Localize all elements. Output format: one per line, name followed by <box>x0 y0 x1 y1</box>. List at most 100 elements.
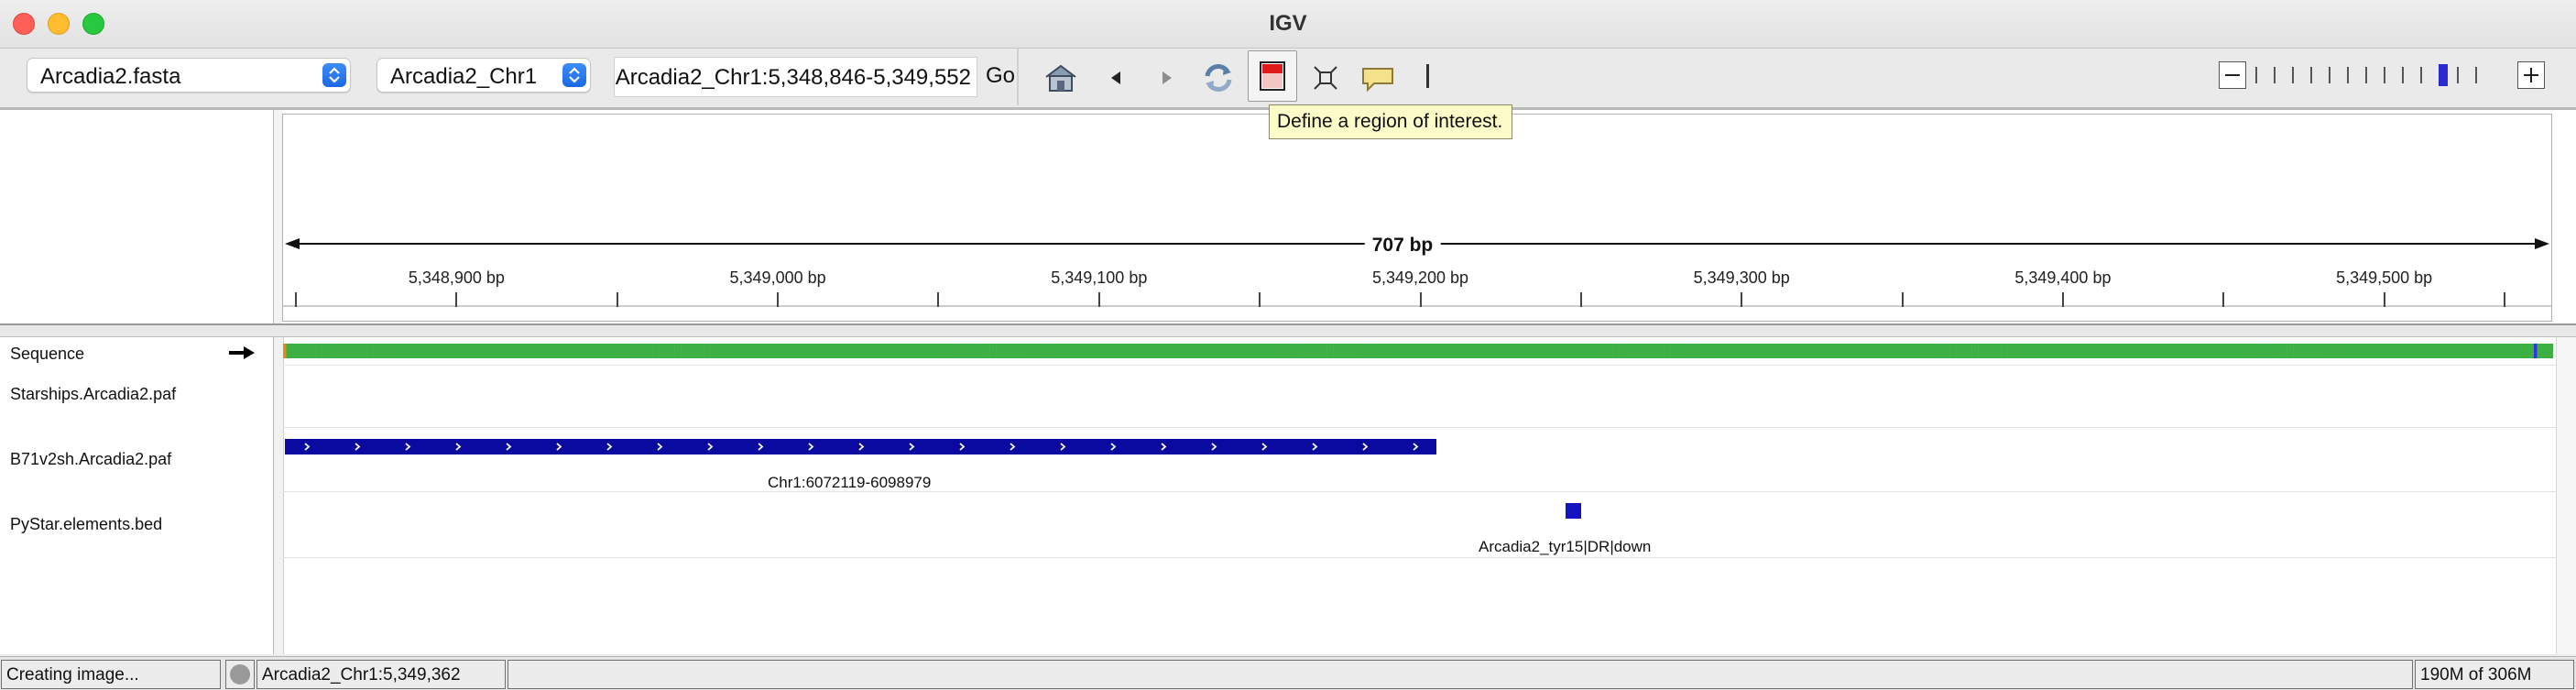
sequence-base <box>311 344 316 358</box>
ruler-minor-tick <box>616 292 618 307</box>
sequence-base <box>1805 344 1809 358</box>
sequence-base <box>1619 344 1622 358</box>
sequence-base <box>1839 344 1844 358</box>
sequence-base <box>860 344 865 358</box>
sequence-base <box>2074 344 2079 358</box>
sequence-base <box>2549 344 2553 358</box>
vertical-scrollbar[interactable] <box>2556 337 2576 654</box>
home-icon[interactable] <box>1042 49 1079 107</box>
forward-arrow-icon[interactable] <box>1156 49 1176 107</box>
genome-dropdown[interactable]: Arcadia2.fasta <box>27 58 351 93</box>
sequence-base <box>1846 344 1850 358</box>
track-name-b71v2sh[interactable]: B71v2sh.Arcadia2.paf <box>10 450 172 468</box>
sequence-track-bases[interactable] <box>283 344 2553 358</box>
region-of-interest-tooltip: Define a region of interest. <box>1269 104 1512 139</box>
strand-arrow-icon[interactable] <box>229 345 257 360</box>
track-name-starships[interactable]: Starships.Arcadia2.paf <box>10 385 177 403</box>
zoom-slider-thumb[interactable] <box>2439 64 2448 86</box>
sequence-base <box>1365 344 1369 358</box>
zoom-in-button[interactable] <box>2517 61 2545 89</box>
sequence-base <box>2029 344 2034 358</box>
bed-element-feature[interactable] <box>1566 503 1581 519</box>
sequence-base <box>1326 344 1330 358</box>
region-of-interest-button[interactable] <box>1248 50 1297 102</box>
sequence-base <box>1512 344 1517 358</box>
sequence-base <box>1393 344 1398 358</box>
locus-search-input[interactable]: Arcadia2_Chr1:5,348,846-5,349,552 <box>614 57 977 97</box>
back-arrow-icon[interactable] <box>1107 49 1127 107</box>
sequence-base <box>2280 344 2284 358</box>
strand-chevron <box>858 443 865 451</box>
sequence-base <box>2003 344 2008 358</box>
sequence-base <box>1708 344 1712 358</box>
sequence-base <box>1994 344 1998 358</box>
sequence-base <box>1753 344 1758 358</box>
sequence-base <box>1850 344 1854 358</box>
sequence-base <box>758 344 762 358</box>
go-button[interactable]: Go <box>986 63 1016 88</box>
sequence-base <box>2363 344 2368 358</box>
popup-info-icon[interactable] <box>1359 49 1396 107</box>
sequence-base <box>691 344 694 358</box>
sequence-base <box>2498 344 2503 358</box>
toolbar-separator <box>1426 64 1429 88</box>
sequence-base <box>1721 344 1726 358</box>
minimize-window-button[interactable] <box>48 13 70 35</box>
chromosome-dropdown[interactable]: Arcadia2_Chr1 <box>377 58 591 93</box>
sequence-base <box>584 344 589 358</box>
panel-divider[interactable] <box>0 325 2576 337</box>
sequence-base <box>973 344 977 358</box>
sequence-base <box>1172 344 1176 358</box>
sequence-base <box>366 344 370 358</box>
sequence-base <box>2347 344 2352 358</box>
sequence-base <box>911 344 916 358</box>
sequence-base <box>2373 344 2377 358</box>
sequence-base <box>870 344 875 358</box>
sequence-base <box>373 344 377 358</box>
zoom-slider[interactable] <box>2255 64 2503 86</box>
sequence-base <box>587 344 592 358</box>
sequence-base <box>1282 344 1285 358</box>
sequence-base <box>1445 344 1449 358</box>
region-of-interest-icon <box>1260 61 1285 91</box>
sequence-base <box>2434 344 2439 358</box>
sequence-base <box>597 344 602 358</box>
fit-to-window-icon[interactable] <box>1312 49 1339 107</box>
sequence-base <box>2546 344 2550 358</box>
track-name-sequence[interactable]: Sequence <box>10 345 85 363</box>
sequence-base <box>2376 344 2381 358</box>
track-name-pystar[interactable]: PyStar.elements.bed <box>10 515 163 533</box>
sequence-base <box>1943 344 1947 358</box>
zoom-out-button[interactable] <box>2219 61 2246 89</box>
sequence-base <box>337 344 342 358</box>
sequence-base <box>1515 344 1520 358</box>
sequence-base <box>2543 344 2548 358</box>
sequence-base <box>1830 344 1835 358</box>
sequence-base <box>1419 344 1424 358</box>
sequence-base <box>1229 344 1234 358</box>
sequence-base <box>1792 344 1796 358</box>
chromosome-dropdown-value: Arcadia2_Chr1 <box>390 64 538 89</box>
sequence-base <box>2132 344 2136 358</box>
sequence-base <box>1917 344 1921 358</box>
sequence-base <box>1197 344 1202 358</box>
sequence-base <box>292 344 297 358</box>
sequence-base <box>581 344 585 358</box>
close-window-button[interactable] <box>13 13 35 35</box>
sequence-base <box>646 344 649 358</box>
sequence-base <box>825 344 830 358</box>
sequence-base <box>1814 344 1818 358</box>
sequence-base <box>514 344 518 358</box>
maximize-window-button[interactable] <box>82 13 104 35</box>
refresh-icon[interactable] <box>1200 49 1237 107</box>
ruler-data-panel[interactable]: 707 bp 5,348,900 bp 5,349,000 bp 5,349,100… <box>282 114 2552 322</box>
sequence-base <box>1564 344 1568 358</box>
ruler-minor-tick <box>937 292 940 307</box>
paf-alignment-feature[interactable] <box>285 439 1436 455</box>
sequence-base <box>1355 344 1359 358</box>
sequence-base <box>1577 344 1581 358</box>
sequence-base <box>1557 344 1562 358</box>
sequence-base <box>1150 344 1154 358</box>
sequence-base <box>1191 344 1195 358</box>
sequence-base <box>1493 344 1498 358</box>
